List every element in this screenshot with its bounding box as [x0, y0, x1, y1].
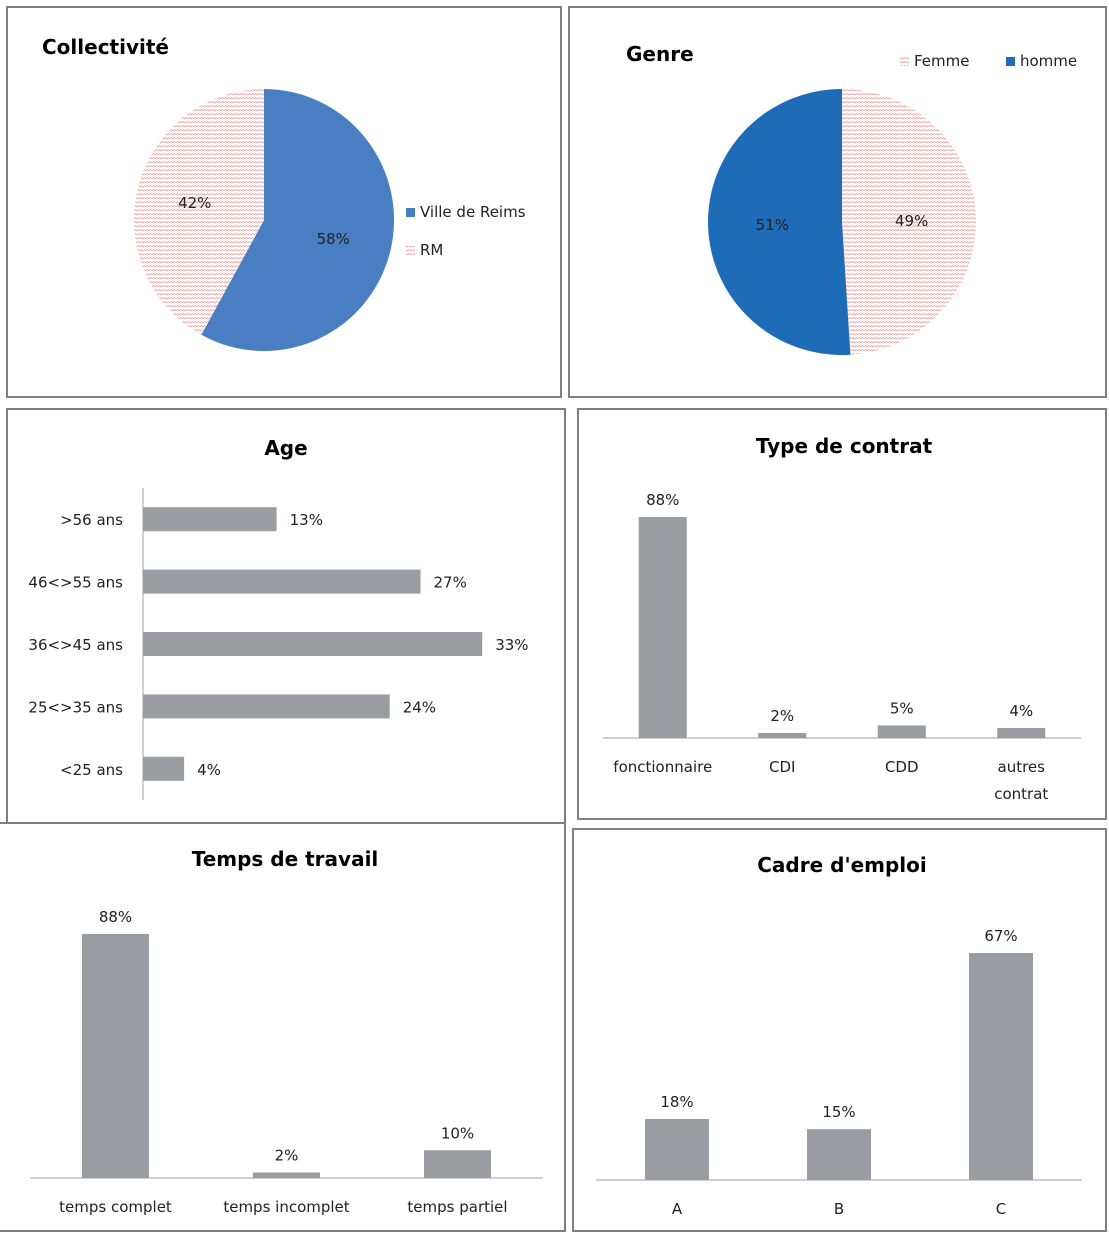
chart-title: Temps de travail [192, 847, 379, 871]
data-label: 42% [178, 194, 211, 212]
category-label: CDD [885, 758, 919, 776]
panel-genre: Genre 49% 51% Femme homme [568, 6, 1107, 398]
bar [82, 934, 149, 1178]
legend-swatch [1006, 57, 1015, 66]
category-label: temps complet [59, 1198, 172, 1216]
legend-swatch [900, 57, 909, 66]
data-label: 67% [984, 927, 1017, 945]
category-label: 46<>55 ans [28, 574, 123, 592]
data-label: 10% [441, 1124, 474, 1142]
data-label: 18% [660, 1093, 693, 1111]
data-label: 4% [1009, 702, 1033, 720]
bar [645, 1119, 709, 1180]
data-label: 49% [895, 212, 928, 230]
panel-contrat: Type de contrat 88% fonctionnaire 2% CDI 5% CD… [577, 408, 1107, 820]
bar [143, 632, 483, 656]
chart-title: Type de contrat [756, 434, 933, 458]
chart-collectivite: Collectivité 58% 42% Ville de Reims RM [42, 35, 526, 351]
data-label: 2% [770, 707, 794, 725]
chart-title: Collectivité [42, 35, 169, 59]
data-label: 51% [756, 216, 789, 234]
chart-temps: Temps de travail 88% temps complet 2% temps … [30, 847, 543, 1216]
bar [143, 756, 185, 781]
category-label: 25<>35 ans [28, 698, 123, 716]
data-label: 13% [290, 511, 323, 529]
category-label: temps partiel [407, 1198, 507, 1216]
category-label: B [834, 1200, 844, 1218]
bar [143, 694, 390, 719]
bar [758, 732, 807, 738]
category-label: 36<>45 ans [28, 636, 123, 654]
category-label: fonctionnaire [613, 758, 712, 776]
data-label: 4% [197, 761, 221, 779]
chart-age: Age 13% >56 ans 27% 46<>55 ans 33% 36<>45 ans 2… [28, 436, 529, 800]
legend-label: homme [1020, 52, 1077, 70]
data-label: 15% [822, 1103, 855, 1121]
bar [807, 1129, 871, 1180]
category-label: <25 ans [60, 761, 123, 779]
chart-title: Genre [626, 42, 694, 66]
legend-swatch [406, 246, 415, 255]
panel-collectivite: Collectivité 58% 42% Ville de Reims RM [6, 6, 562, 398]
category-label: A [672, 1200, 683, 1218]
category-label: C [996, 1200, 1006, 1218]
bar [877, 725, 926, 738]
bar [424, 1150, 491, 1178]
category-label: autres [998, 758, 1046, 776]
panel-cadre: Cadre d'emploi 18% A 15% B 67% C [572, 828, 1107, 1232]
bar [638, 517, 687, 738]
chart-title: Cadre d'emploi [757, 853, 927, 877]
category-label: CDI [769, 758, 795, 776]
data-label: 5% [890, 699, 914, 717]
category-label: >56 ans [60, 511, 123, 529]
chart-contrat: Type de contrat 88% fonctionnaire 2% CDI 5% CD… [603, 434, 1081, 803]
data-label: 88% [99, 908, 132, 926]
legend-swatch [406, 208, 415, 217]
data-label: 88% [646, 491, 679, 509]
bar [143, 569, 421, 594]
panel-temps: Temps de travail 88% temps complet 2% temps … [0, 822, 566, 1232]
data-label: 27% [434, 574, 467, 592]
chart-title: Age [264, 436, 307, 460]
chart-cadre: Cadre d'emploi 18% A 15% B 67% C [596, 853, 1082, 1218]
bar [253, 1172, 320, 1178]
panel-age: Age 13% >56 ans 27% 46<>55 ans 33% 36<>45 ans 2… [6, 408, 566, 826]
category-label: contrat [994, 785, 1048, 803]
pie-slice [201, 89, 395, 351]
data-label: 2% [275, 1146, 299, 1164]
pie-slice [707, 89, 851, 356]
legend-label: RM [420, 241, 443, 259]
data-label: 24% [403, 698, 436, 716]
legend-label: Femme [914, 52, 970, 70]
bar [143, 507, 277, 532]
data-label: 58% [317, 230, 350, 248]
pie-slice [842, 89, 976, 355]
legend-label: Ville de Reims [420, 203, 526, 221]
chart-genre: Genre 49% 51% Femme homme [626, 42, 1077, 356]
bar [997, 727, 1046, 738]
category-label: temps incomplet [223, 1198, 349, 1216]
data-label: 33% [495, 636, 528, 654]
pie-slice [134, 89, 264, 335]
bar [969, 953, 1033, 1180]
